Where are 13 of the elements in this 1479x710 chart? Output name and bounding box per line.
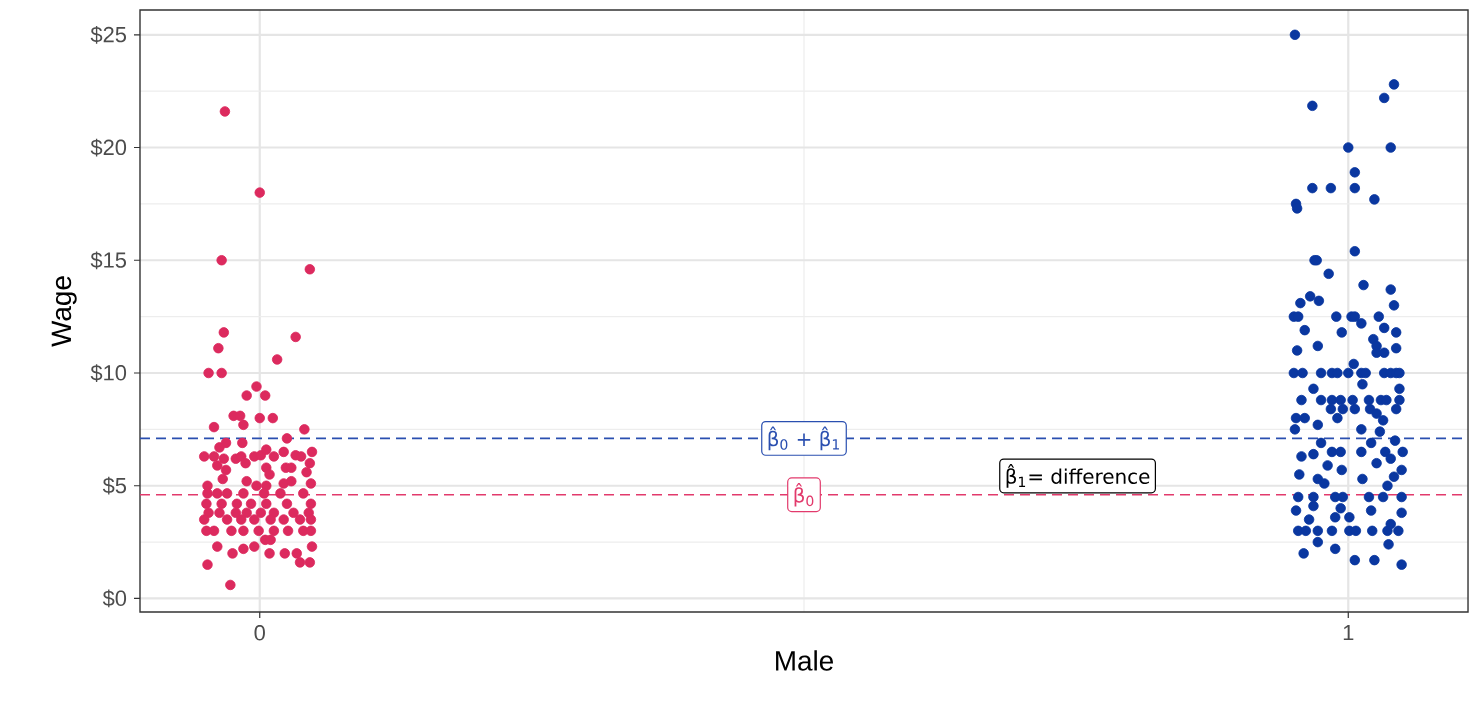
y-tick-label: $20 [90,138,127,157]
ref-line-label: β̂$_{0}$ [794,482,814,507]
y-tick-label: $15 [90,251,127,270]
y-tick-label: $0 [102,589,127,608]
y-tick-label: $5 [102,476,127,495]
ref-line-label: β̂$_{0}$ + β̂$_{1}$ [768,426,839,451]
y-axis-title: Wage [51,276,77,347]
x-axis-title: Male [776,650,833,671]
y-tick-label: $25 [90,25,127,44]
x-tick-label: 1 [1343,625,1354,641]
y-tick-label: $10 [90,364,127,382]
annotation: β̂$_{1}$= difference [1006,464,1150,488]
x-tick-label: 0 [254,625,265,641]
